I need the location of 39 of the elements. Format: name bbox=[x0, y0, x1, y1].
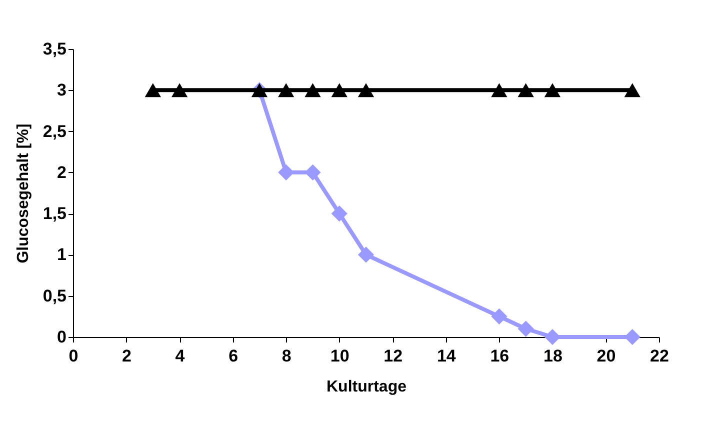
point bbox=[278, 83, 294, 98]
x-tick-label: 8 bbox=[282, 346, 292, 366]
x-axis-title: Kulturtage bbox=[326, 378, 407, 396]
point bbox=[624, 83, 640, 98]
point bbox=[544, 83, 561, 98]
point bbox=[358, 246, 374, 263]
point bbox=[624, 328, 640, 346]
point bbox=[278, 164, 294, 180]
y-tick-label: 0,5 bbox=[42, 286, 66, 306]
y-axis-title: Glucosegehalt [%] bbox=[14, 124, 32, 264]
point bbox=[491, 308, 508, 324]
y-tick-label: 3,5 bbox=[42, 40, 66, 58]
point bbox=[171, 83, 188, 98]
point bbox=[491, 83, 508, 98]
x-tick-label: 12 bbox=[384, 346, 403, 366]
y-tick-label: 1 bbox=[57, 245, 66, 264]
x-tick-label: 6 bbox=[228, 346, 238, 366]
point bbox=[304, 164, 321, 180]
y-tick-label: 0 bbox=[57, 328, 66, 346]
x-tick-label: 0 bbox=[68, 346, 78, 366]
point bbox=[518, 320, 534, 337]
x-tick-label: 16 bbox=[490, 346, 510, 366]
x-tick-label: 14 bbox=[436, 346, 456, 366]
x-tick-label: 18 bbox=[543, 346, 562, 366]
x-tick-label: 4 bbox=[175, 346, 186, 366]
point bbox=[518, 83, 534, 98]
x-tick-label: 10 bbox=[330, 346, 350, 366]
point bbox=[144, 83, 161, 98]
y-tick-label: 2,5 bbox=[42, 122, 66, 141]
point bbox=[331, 206, 348, 222]
point bbox=[331, 83, 348, 98]
point bbox=[358, 83, 374, 98]
y-tick-label: 3 bbox=[57, 80, 66, 100]
x-tick-label: 22 bbox=[650, 346, 669, 366]
x-tick-label: 2 bbox=[122, 346, 132, 366]
point bbox=[304, 83, 321, 98]
y-tick-label: 2 bbox=[57, 162, 66, 182]
y-tick-label: 1,5 bbox=[42, 204, 66, 224]
x-tick-label: 20 bbox=[596, 346, 616, 366]
